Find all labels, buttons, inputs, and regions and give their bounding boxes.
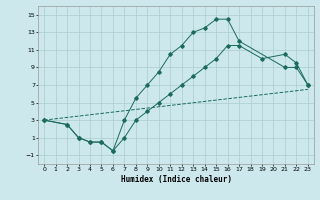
X-axis label: Humidex (Indice chaleur): Humidex (Indice chaleur) [121, 175, 231, 184]
